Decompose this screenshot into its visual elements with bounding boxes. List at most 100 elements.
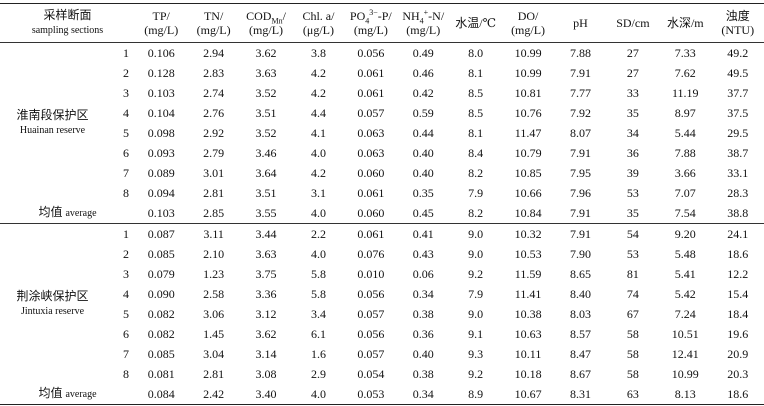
value-cell: 0.057 xyxy=(345,344,397,364)
value-cell: 5.41 xyxy=(659,264,711,284)
value-cell: 7.77 xyxy=(554,83,606,103)
value-cell: 8.2 xyxy=(449,163,501,183)
value-cell: 0.061 xyxy=(345,183,397,203)
average-value-cell: 10.67 xyxy=(501,384,555,405)
value-cell: 3.51 xyxy=(240,183,292,203)
value: 27 xyxy=(626,46,639,60)
value: 10.81 xyxy=(514,86,542,100)
row-id: 2 xyxy=(123,247,130,261)
average-value: 18.6 xyxy=(727,387,749,401)
value-cell: 7.91 xyxy=(554,143,606,163)
value: 10.32 xyxy=(514,227,542,241)
value-cell: 0.42 xyxy=(397,83,449,103)
value-cell: 3.66 xyxy=(659,163,711,183)
table-header: 采样断面 sampling sections TP/(mg/L) TN/(mg/L) C… xyxy=(0,3,764,43)
value-cell: 0.40 xyxy=(397,344,449,364)
value: 2.9 xyxy=(310,367,326,381)
value: 0.104 xyxy=(147,106,175,120)
value: 0.063 xyxy=(357,146,385,160)
value: 18.6 xyxy=(727,247,749,261)
value-cell: 2.79 xyxy=(187,143,239,163)
value: 3.44 xyxy=(255,227,277,241)
value: 2.2 xyxy=(310,227,326,241)
value-cell: 34 xyxy=(607,123,659,143)
value: 33 xyxy=(626,86,639,100)
value-cell: 29.5 xyxy=(711,123,764,143)
value: 2.81 xyxy=(203,367,225,381)
value-cell: 12.2 xyxy=(711,264,764,284)
value-cell: 0.35 xyxy=(397,183,449,203)
value-cell: 0.063 xyxy=(345,143,397,163)
value: 12.41 xyxy=(671,347,699,361)
data-row: 5 0.098 2.92 3.52 4.1 0.063 0.44 8.1 11.47 8.07 34… xyxy=(0,123,764,143)
row-id-cell: 2 xyxy=(105,244,135,264)
value: 3.63 xyxy=(255,247,277,261)
value-cell: 10.11 xyxy=(502,344,554,364)
value-cell: 11.41 xyxy=(502,284,554,304)
average-label-cell: 均值 average xyxy=(0,384,136,405)
header-row: 采样断面 sampling sections TP/(mg/L) TN/(mg/L) C… xyxy=(0,3,764,43)
value: 7.91 xyxy=(569,66,591,80)
header-cell: SD/cm xyxy=(606,3,660,43)
header-cell: TN/(mg/L) xyxy=(187,3,240,43)
header-cell: NH4+-N/(mg/L) xyxy=(397,3,450,43)
data-row: 4 0.104 2.76 3.51 4.4 0.057 0.59 8.5 10.76 7.92 35… xyxy=(0,103,764,123)
value-cell: 7.91 xyxy=(554,63,606,83)
value: 0.089 xyxy=(147,166,175,180)
value-cell: 36 xyxy=(607,143,659,163)
row-id: 8 xyxy=(123,186,130,200)
value-cell: 7.88 xyxy=(659,143,711,163)
value-cell: 38.7 xyxy=(711,143,764,163)
value: 11.41 xyxy=(514,287,542,301)
value: 8.4 xyxy=(468,146,484,160)
row-id: 7 xyxy=(123,166,130,180)
data-row: 7 0.085 3.04 3.14 1.6 0.057 0.40 9.3 10.11 8.47 58… xyxy=(0,344,764,364)
value-cell: 2.81 xyxy=(187,183,239,203)
value-cell: 8.5 xyxy=(449,83,501,103)
average-value: 2.85 xyxy=(203,206,225,220)
data-row: 8 0.094 2.81 3.51 3.1 0.061 0.35 7.9 10.66 7.96 53… xyxy=(0,183,764,203)
value: 1.45 xyxy=(203,327,225,341)
value: 7.96 xyxy=(569,186,591,200)
value-cell: 3.06 xyxy=(187,304,239,324)
average-value: 0.053 xyxy=(357,387,385,401)
value: 3.36 xyxy=(255,287,277,301)
value: 18.4 xyxy=(727,307,749,321)
value-cell: 2.9 xyxy=(292,364,344,384)
value-cell: 1.6 xyxy=(292,344,344,364)
value-cell: 7.91 xyxy=(554,224,606,245)
average-value: 4.0 xyxy=(310,387,326,401)
value-cell: 11.19 xyxy=(659,83,711,103)
value: 10.11 xyxy=(514,347,542,361)
value: 0.106 xyxy=(147,46,175,60)
header-text: (mg/L) xyxy=(353,23,388,37)
value: 2.10 xyxy=(203,247,225,261)
value: 7.9 xyxy=(468,186,484,200)
value: 12.2 xyxy=(727,267,749,281)
value-cell: 0.087 xyxy=(135,224,187,245)
header-cell: 水深/m xyxy=(659,3,712,43)
value-cell: 9.1 xyxy=(449,324,501,344)
average-value-cell: 8.31 xyxy=(554,384,607,405)
value: 20.3 xyxy=(727,367,749,381)
value-cell: 0.40 xyxy=(397,143,449,163)
value-cell: 0.098 xyxy=(135,123,187,143)
average-value: 35 xyxy=(626,206,639,220)
value-cell: 2.81 xyxy=(187,364,239,384)
value: 10.63 xyxy=(514,327,542,341)
value-cell: 0.063 xyxy=(345,123,397,143)
header-text: pH xyxy=(573,16,588,30)
value: 0.40 xyxy=(412,146,434,160)
header-text: -P/ xyxy=(377,9,392,23)
value: 37.7 xyxy=(727,86,749,100)
value: 2.79 xyxy=(203,146,225,160)
value-cell: 4.2 xyxy=(292,83,344,103)
value-cell: 5.8 xyxy=(292,284,344,304)
value: 67 xyxy=(626,307,639,321)
average-value: 10.67 xyxy=(514,387,542,401)
value-cell: 0.38 xyxy=(397,304,449,324)
value-cell: 20.3 xyxy=(711,364,764,384)
value: 29.5 xyxy=(727,126,749,140)
value: 3.51 xyxy=(255,106,277,120)
average-value-cell: 7.54 xyxy=(659,203,712,224)
